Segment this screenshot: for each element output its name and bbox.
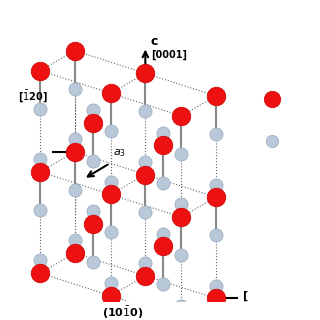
Point <box>37 68 43 73</box>
Point <box>143 109 148 114</box>
Text: c: c <box>151 35 158 48</box>
Point <box>72 238 77 243</box>
Point <box>143 172 148 177</box>
Point <box>37 207 43 212</box>
Point <box>179 113 184 118</box>
Point <box>213 182 219 187</box>
Point <box>90 107 95 112</box>
Point <box>108 230 113 235</box>
Point <box>108 192 113 197</box>
Text: (10$\bar{1}$0): (10$\bar{1}$0) <box>102 304 143 320</box>
Point <box>37 258 43 263</box>
Point <box>213 195 219 200</box>
Point <box>143 71 148 76</box>
Point <box>179 215 184 220</box>
Point <box>143 210 148 215</box>
Point <box>179 202 184 207</box>
Point <box>37 270 43 276</box>
Point <box>179 303 184 308</box>
Point <box>37 106 43 111</box>
Point <box>90 259 95 264</box>
Point <box>213 93 219 99</box>
Point <box>108 179 113 184</box>
Point <box>179 252 184 258</box>
Point <box>269 96 275 101</box>
Point <box>37 169 43 174</box>
Point <box>72 187 77 192</box>
Point <box>90 158 95 163</box>
Point <box>72 137 77 142</box>
Text: [: [ <box>243 291 248 301</box>
Point <box>161 180 166 186</box>
Point <box>108 91 113 96</box>
Point <box>161 143 166 148</box>
Point <box>161 282 166 287</box>
Point <box>90 221 95 226</box>
Point <box>72 48 77 53</box>
Point <box>108 129 113 134</box>
Point <box>37 156 43 162</box>
Point <box>161 130 166 135</box>
Point <box>90 120 95 125</box>
Point <box>108 293 113 298</box>
Text: [$\bar{1}$20]: [$\bar{1}$20] <box>18 88 48 104</box>
Point <box>179 316 184 320</box>
Point <box>143 159 148 164</box>
Point <box>269 139 275 144</box>
Point <box>213 233 219 238</box>
Text: [0001]: [0001] <box>151 49 187 60</box>
Point <box>143 260 148 266</box>
Point <box>72 86 77 91</box>
Text: $a_3$: $a_3$ <box>113 147 126 159</box>
Point <box>213 131 219 136</box>
Point <box>143 273 148 278</box>
Point <box>90 209 95 214</box>
Point <box>213 296 219 301</box>
Point <box>72 251 77 256</box>
Point <box>108 281 113 286</box>
Point <box>213 283 219 288</box>
Point <box>161 231 166 236</box>
Point <box>72 149 77 155</box>
Point <box>161 244 166 249</box>
Point <box>179 151 184 156</box>
